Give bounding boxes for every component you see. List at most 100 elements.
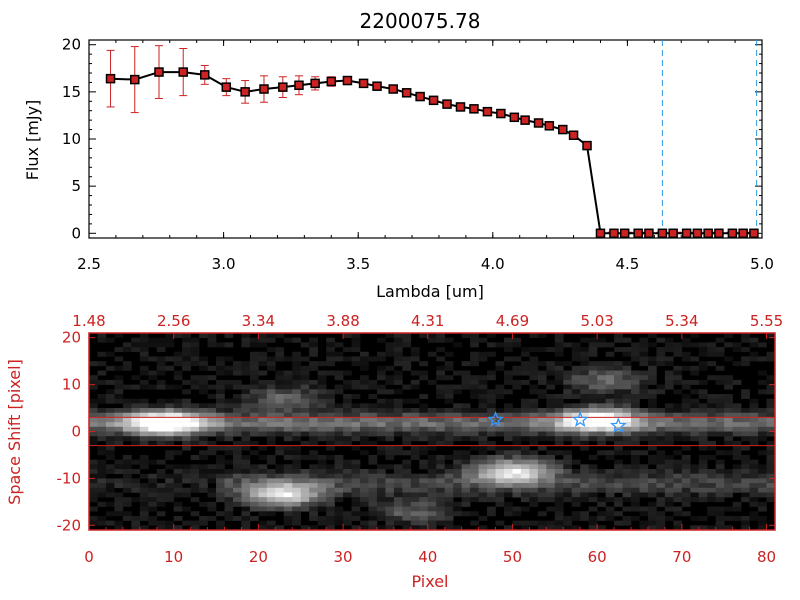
heatmap-cell: [385, 375, 395, 381]
heatmap-cell: [376, 337, 386, 343]
heatmap-cell: [647, 417, 657, 423]
heatmap-cell: [427, 333, 437, 338]
heatmap-cell: [503, 473, 513, 479]
heatmap-cell: [131, 375, 141, 381]
heatmap-cell: [656, 473, 666, 479]
heatmap-cell: [724, 478, 733, 484]
heatmap-cell: [554, 361, 564, 367]
heatmap-cell: [698, 422, 708, 428]
spectrum-point: [200, 70, 210, 80]
heatmap-cell: [300, 492, 310, 498]
heatmap-cell: [300, 393, 310, 399]
heatmap-cell: [673, 417, 683, 423]
heatmap-cell: [681, 351, 691, 357]
heatmap-cell: [741, 469, 750, 475]
heatmap-y-tick-label: -20: [57, 516, 82, 534]
heatmap-cell: [427, 483, 437, 489]
heatmap-cell: [173, 436, 183, 442]
heatmap-cell: [410, 408, 420, 414]
heatmap-cell: [681, 497, 691, 503]
heatmap-cell: [478, 515, 488, 521]
heatmap-cell: [529, 384, 539, 390]
heatmap-cell: [393, 342, 403, 348]
heatmap-cell: [283, 408, 293, 414]
heatmap-cell: [647, 370, 657, 376]
heatmap-cell: [512, 370, 522, 376]
heatmap-cell: [165, 473, 174, 479]
heatmap-cell: [681, 426, 691, 432]
heatmap-cell: [571, 473, 581, 479]
heatmap-cell: [165, 422, 174, 428]
heatmap-cell: [419, 525, 429, 531]
heatmap-cell: [114, 520, 124, 526]
heatmap-cell: [546, 393, 556, 399]
heatmap-cell: [766, 440, 776, 446]
heatmap-cell: [741, 422, 750, 428]
heatmap-cell: [156, 342, 166, 348]
heatmap-cell: [571, 379, 581, 385]
heatmap-cell: [529, 473, 539, 479]
heatmap-cell: [351, 417, 361, 423]
heatmap-cell: [419, 492, 429, 498]
heatmap-cell: [741, 492, 750, 498]
heatmap-cell: [427, 492, 437, 498]
heatmap-cell: [597, 384, 606, 390]
heatmap-cell: [580, 408, 589, 414]
heatmap-cell: [97, 398, 107, 404]
heatmap-cell: [317, 389, 327, 395]
heatmap-cell: [631, 431, 640, 437]
heatmap-cell: [122, 342, 132, 348]
heatmap-cell: [89, 487, 98, 493]
heatmap-cell: [520, 426, 530, 432]
spectrum-point: [326, 76, 337, 87]
heatmap-cell: [224, 342, 234, 348]
heatmap-cell: [376, 506, 386, 512]
heatmap-cell: [97, 426, 107, 432]
heatmap-cell: [368, 412, 378, 418]
heatmap-cell: [529, 370, 539, 376]
heatmap-cell: [503, 459, 513, 465]
heatmap-y-tick-label: 10: [62, 376, 81, 394]
heatmap-cell: [292, 487, 302, 493]
heatmap-cell: [512, 469, 522, 475]
heatmap-cell: [224, 412, 234, 418]
heatmap-cell: [97, 515, 107, 521]
heatmap-cell: [478, 454, 488, 460]
heatmap-cell: [275, 351, 285, 357]
heatmap-cell: [690, 342, 700, 348]
heatmap-cell: [148, 431, 158, 437]
heatmap-cell: [520, 436, 530, 442]
heatmap-cell: [656, 337, 666, 343]
heatmap-top-tick-label: 4.31: [411, 312, 444, 330]
heatmap-cell: [241, 515, 251, 521]
heatmap-cell: [622, 506, 632, 512]
heatmap-cell: [487, 412, 496, 418]
heatmap-cell: [410, 436, 420, 442]
heatmap-cell: [690, 408, 700, 414]
heatmap-cell: [546, 473, 556, 479]
heatmap-cell: [478, 356, 488, 362]
heatmap-cell: [300, 403, 310, 409]
heatmap-cell: [317, 393, 327, 399]
heatmap-cell: [139, 525, 149, 531]
heatmap-cell: [309, 492, 318, 498]
heatmap-cell: [647, 365, 657, 371]
heatmap-cell: [656, 389, 666, 395]
heatmap-cell: [503, 347, 513, 353]
heatmap-cell: [681, 408, 691, 414]
heatmap-cell: [89, 469, 98, 475]
heatmap-cell: [216, 497, 225, 503]
heatmap-cell: [266, 412, 276, 418]
heatmap-cell: [89, 422, 98, 428]
spectrum-y-tick-label: 0: [71, 224, 81, 242]
heatmap-cell: [639, 384, 649, 390]
heatmap-cell: [673, 492, 683, 498]
heatmap-cell: [199, 483, 208, 489]
heatmap-cell: [300, 478, 310, 484]
heatmap-cell: [741, 459, 750, 465]
heatmap-cell: [190, 483, 200, 489]
heatmap-cell: [173, 412, 183, 418]
heatmap-cell: [376, 436, 386, 442]
heatmap-cell: [131, 422, 141, 428]
heatmap-cell: [605, 454, 615, 460]
